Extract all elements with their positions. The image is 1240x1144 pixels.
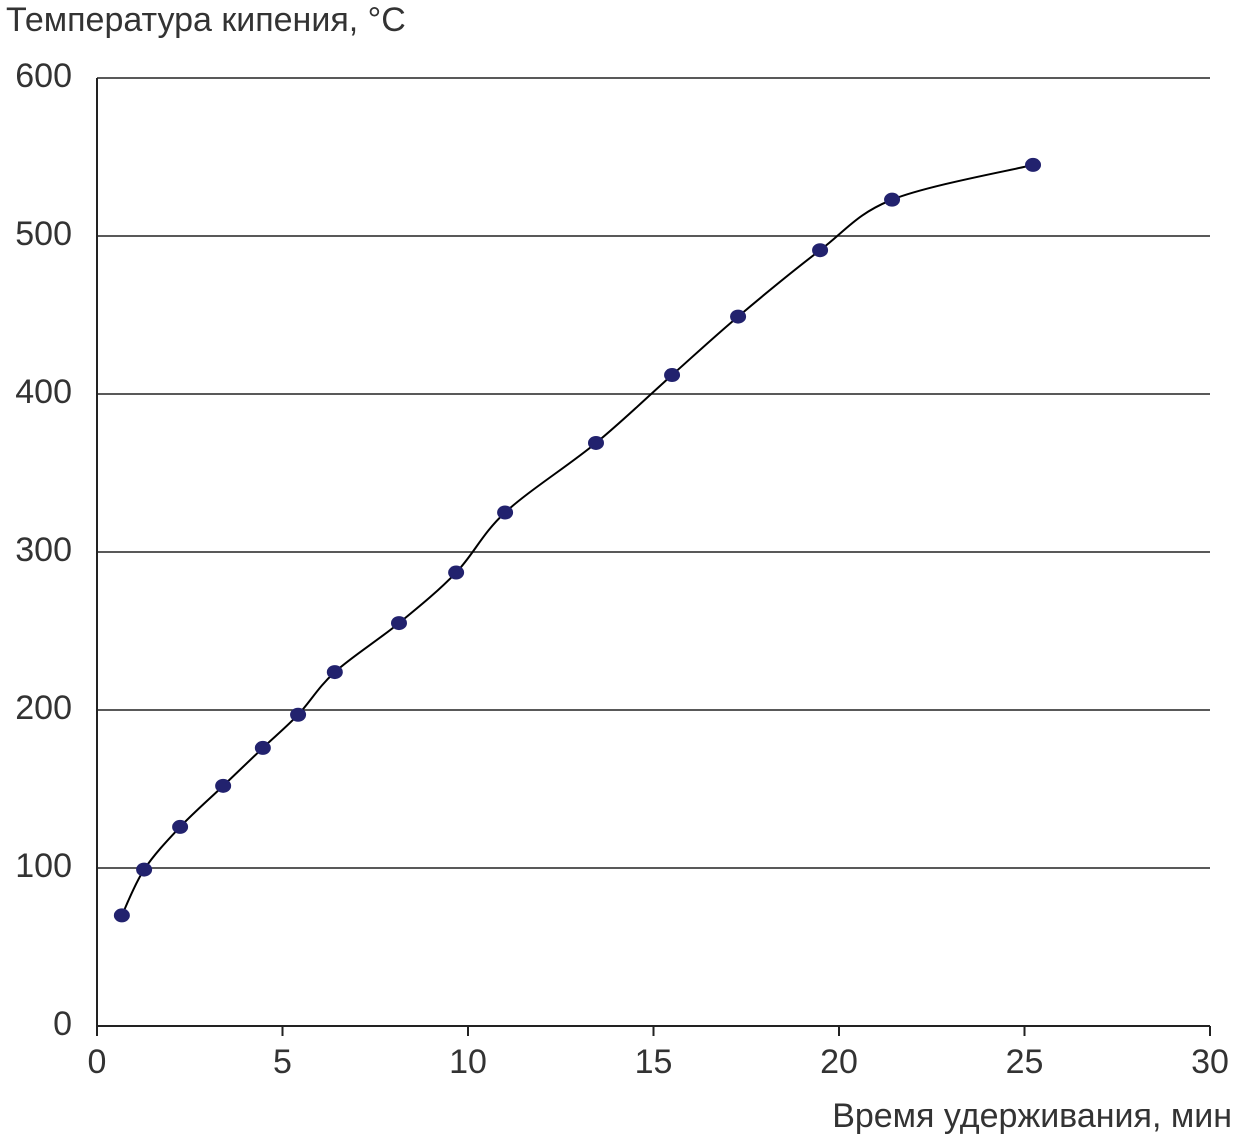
point [254, 740, 271, 755]
x-tick-label: 15 [635, 1043, 673, 1081]
point [448, 565, 465, 580]
point [290, 707, 307, 722]
point [136, 862, 153, 877]
x-tick-label: 0 [88, 1043, 107, 1081]
y-tick-label: 100 [15, 847, 72, 885]
y-tick-label: 0 [53, 1005, 72, 1043]
fit-line [120, 163, 1034, 916]
y-tick-label: 600 [15, 57, 72, 95]
point [730, 309, 747, 324]
chart-title: Температура кипения, °C [6, 1, 406, 39]
x-tick-label: 5 [273, 1043, 292, 1081]
x-tick-label: 20 [820, 1043, 858, 1081]
x-tick-label: 10 [449, 1043, 487, 1081]
point [812, 243, 829, 258]
point [172, 819, 189, 834]
y-tick-label: 200 [15, 689, 72, 727]
point [326, 665, 343, 680]
point [113, 908, 130, 923]
point [884, 192, 901, 207]
point [390, 616, 407, 631]
y-tick-label: 500 [15, 215, 72, 253]
y-tick-label: 300 [15, 531, 72, 569]
y-tick-label: 400 [15, 373, 72, 411]
point [497, 505, 514, 520]
point [1025, 157, 1042, 172]
point [587, 435, 604, 450]
x-tick-label: 25 [1006, 1043, 1044, 1081]
point [664, 368, 681, 383]
x-tick-label: 30 [1191, 1043, 1229, 1081]
point [215, 778, 232, 793]
x-axis-label: Время удерживания, мин [832, 1097, 1232, 1135]
